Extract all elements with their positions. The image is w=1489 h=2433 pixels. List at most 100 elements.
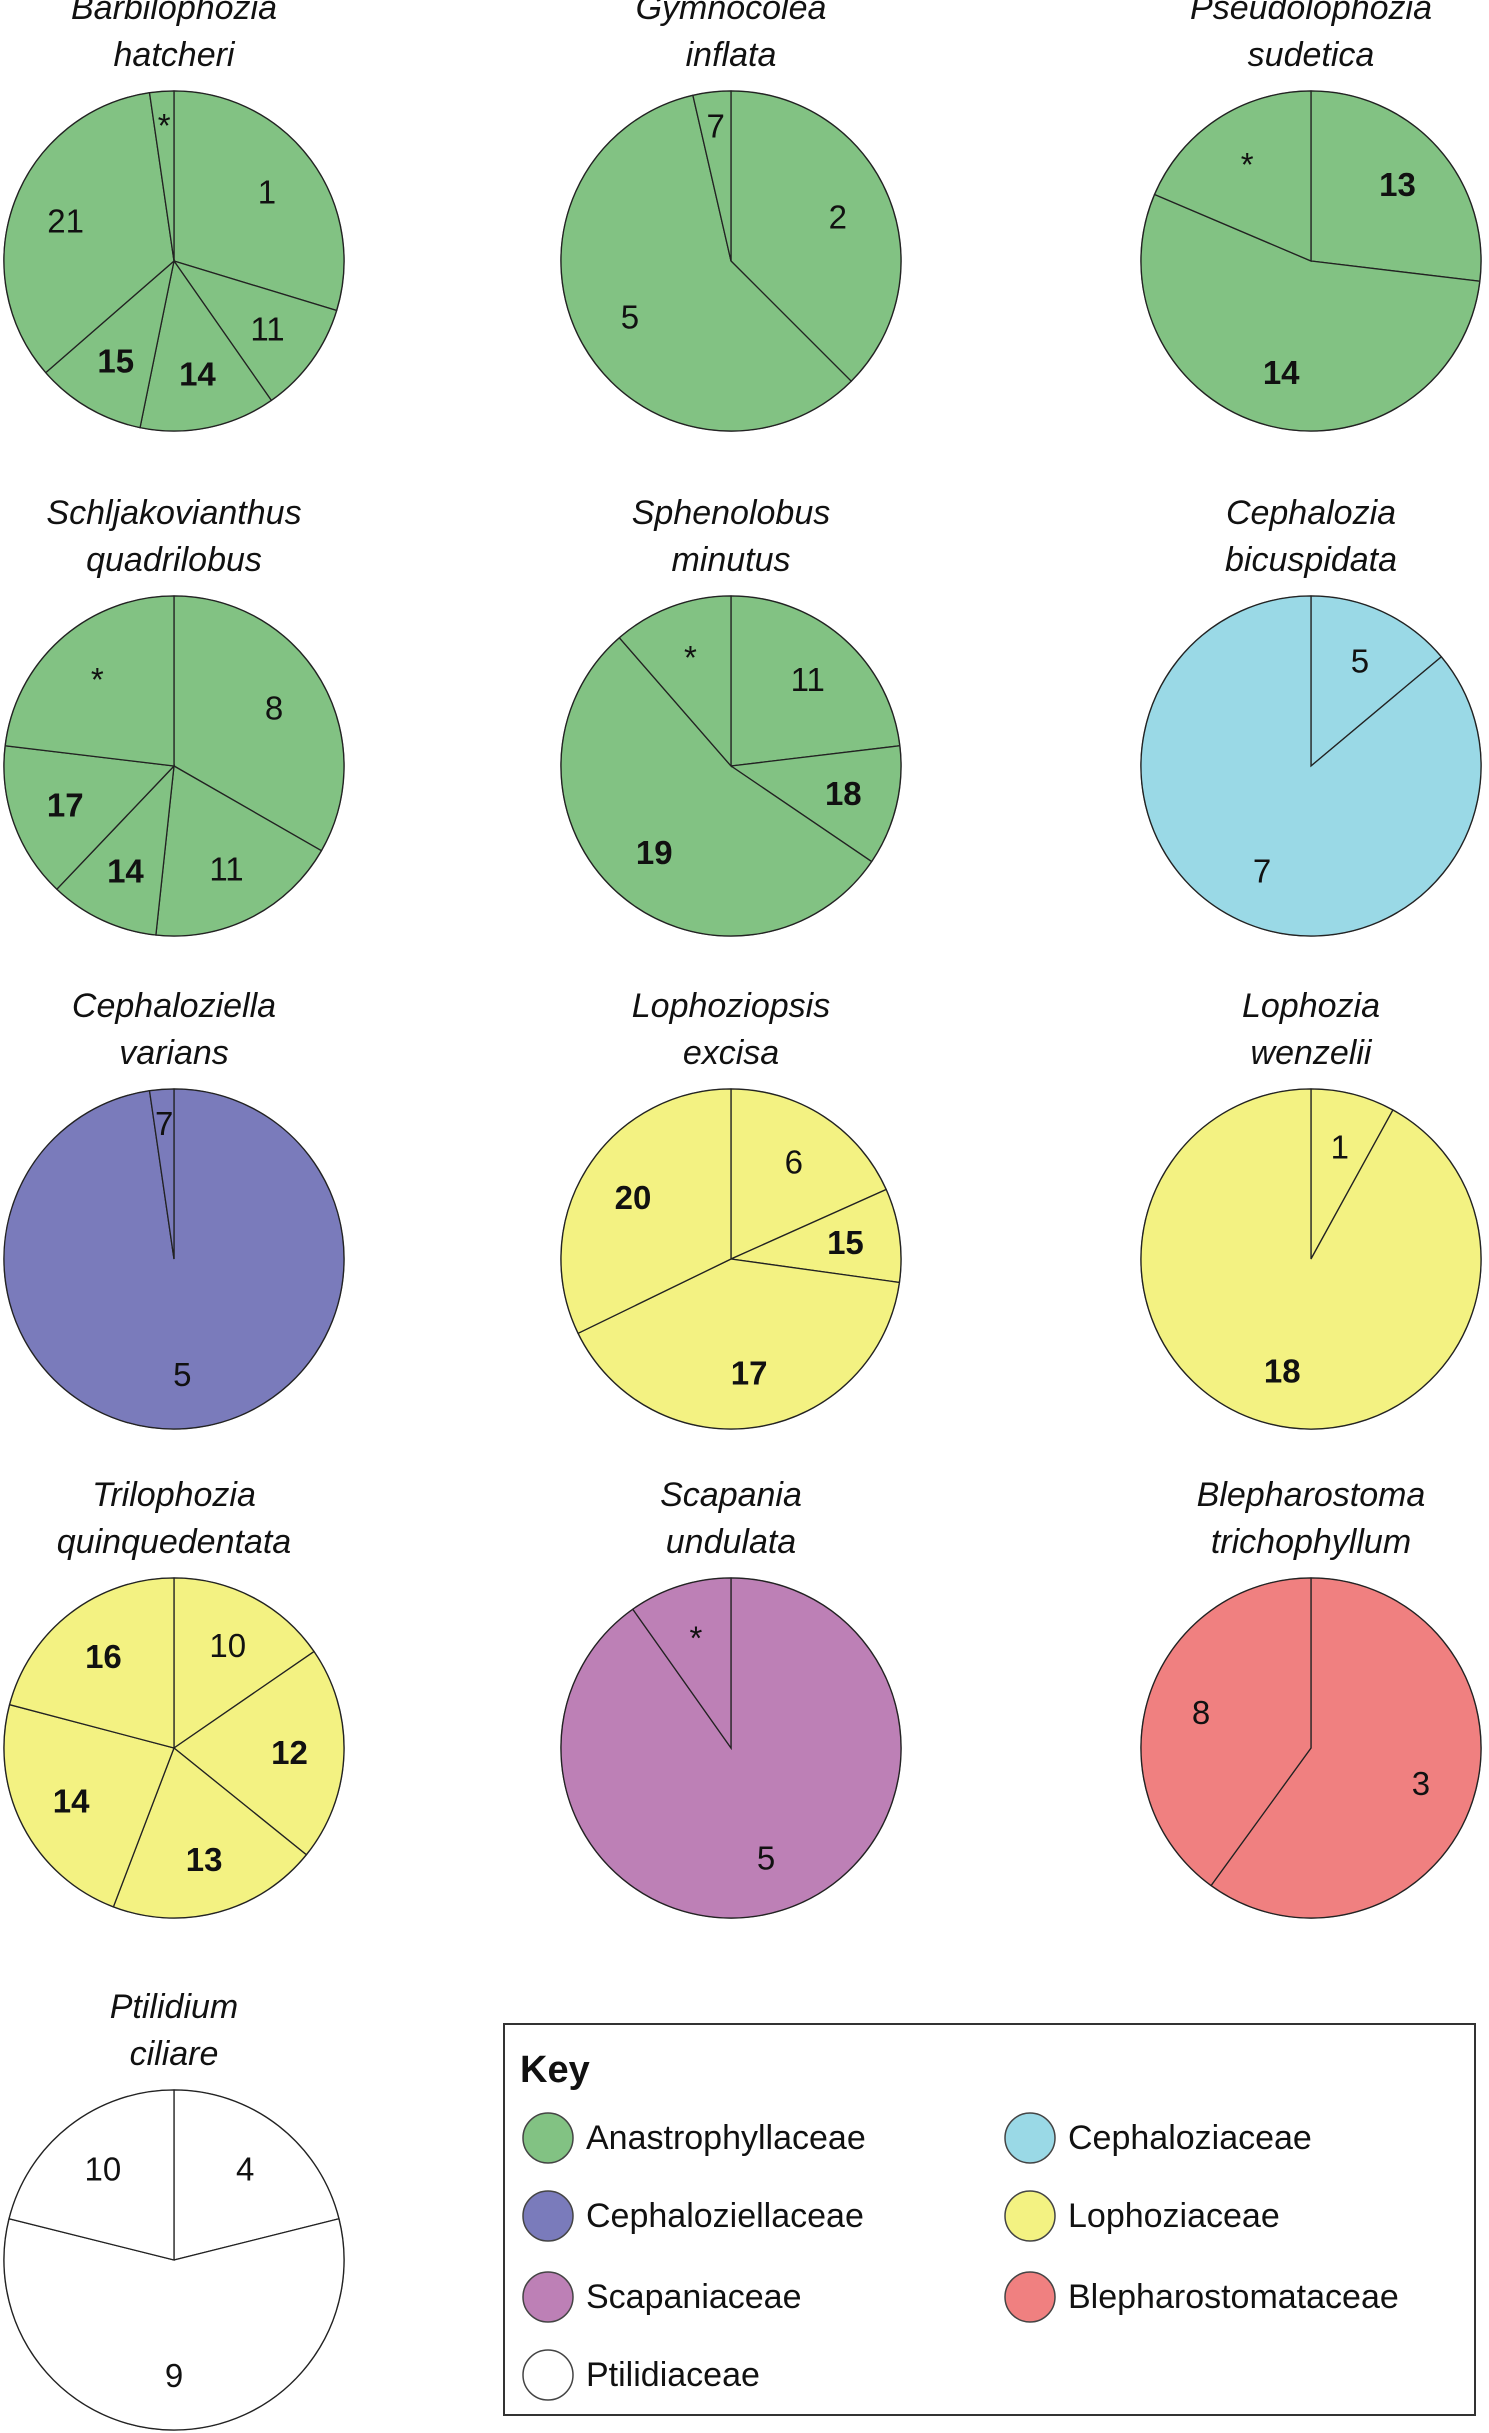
pie-title: Trilophozia xyxy=(92,1476,256,1514)
pie-title: ciliare xyxy=(130,2035,219,2073)
slice-label: 1 xyxy=(1331,1129,1349,1166)
pie-sphenolobus-minutus: Sphenolobus minutus 11 18 19 * xyxy=(560,494,902,937)
pie-title: Sphenolobus xyxy=(632,494,831,532)
slice-label: 18 xyxy=(825,775,862,812)
pie-slice xyxy=(3,2217,345,2431)
slice-label: 17 xyxy=(731,1355,768,1392)
pie-slice xyxy=(1310,90,1482,282)
legend: Key Anastrophyllaceae Cephaloziaceae Cepha… xyxy=(503,2023,1476,2416)
legend-item: Cephaloziellaceae xyxy=(522,2190,864,2242)
pie-title: Lophozia xyxy=(1242,987,1380,1025)
pie-slice xyxy=(173,90,345,312)
pie-slice xyxy=(4,595,175,767)
legend-swatch-icon xyxy=(1004,2112,1056,2164)
slice-label: 5 xyxy=(621,299,639,336)
pie-title: Schljakovianthus xyxy=(46,494,301,532)
pie-scapania-undulata: Scapania undulata 5 * xyxy=(560,1476,902,1919)
legend-swatch-icon xyxy=(1004,2271,1056,2323)
legend-label: Ptilidiaceae xyxy=(586,2356,760,2394)
pie-slice xyxy=(148,90,175,262)
pie-cephaloziella-varians: Cephaloziella varians 5 7 xyxy=(3,987,345,1430)
slice-label: 11 xyxy=(250,310,284,347)
legend-label: Lophoziaceae xyxy=(1068,2197,1280,2235)
pie-slice xyxy=(730,1088,888,1261)
slice-label: 19 xyxy=(636,834,673,871)
pie-schljakovianthus-quadrilobus: Schljakovianthus quadrilobus 8 11 14 17 * xyxy=(3,494,345,937)
pie-cephalozia-bicuspidata: Cephalozia bicuspidata 5 7 xyxy=(1140,494,1482,937)
slice-label: 12 xyxy=(271,1734,308,1771)
pie-title: bicuspidata xyxy=(1225,541,1397,579)
pie-slice xyxy=(1140,595,1482,937)
legend-swatch-icon xyxy=(522,2271,574,2323)
slice-label: 4 xyxy=(236,2150,254,2187)
slice-label: 8 xyxy=(265,690,283,727)
pie-title: sudetica xyxy=(1248,36,1375,74)
pie-slice xyxy=(172,259,338,402)
legend-label: Cephaloziaceae xyxy=(1068,2119,1312,2157)
legend-item: Lophoziaceae xyxy=(1004,2190,1280,2242)
pie-slice xyxy=(55,764,175,936)
pie-title: Barbilophozia xyxy=(71,0,277,27)
slice-label: 14 xyxy=(1263,354,1300,391)
pie-slice xyxy=(1140,1577,1312,1887)
pie-slice xyxy=(560,636,873,937)
slice-label: 18 xyxy=(1264,1352,1301,1389)
pie-slice xyxy=(577,1258,901,1430)
pie-slice xyxy=(172,1650,345,1856)
slice-label: 10 xyxy=(209,1627,246,1664)
pie-slice xyxy=(3,1703,175,1908)
slice-label: 15 xyxy=(97,342,134,379)
legend-label: Cephaloziellaceae xyxy=(586,2197,864,2235)
pie-slice xyxy=(139,259,273,432)
legend-item: Anastrophyllaceae xyxy=(522,2112,866,2164)
pie-slice xyxy=(730,595,901,767)
pie-slice xyxy=(729,745,902,863)
slice-label: * xyxy=(158,107,171,144)
pie-slice xyxy=(631,1577,732,1751)
slice-label: 11 xyxy=(791,661,825,698)
slice-label: 13 xyxy=(1379,166,1416,203)
pie-title: wenzelii xyxy=(1251,1034,1373,1072)
slice-label: * xyxy=(684,639,697,676)
pie-slice xyxy=(618,595,732,768)
pie-title: minutus xyxy=(671,541,790,579)
slice-label: * xyxy=(91,661,104,698)
pie-slice xyxy=(692,90,732,262)
slice-label: 15 xyxy=(827,1224,864,1261)
pie-slice xyxy=(173,1577,315,1750)
pie-grid: Barbilophoziahatcheri111141521*Gymnocole… xyxy=(3,0,1482,2431)
pie-title: Scapania xyxy=(660,1476,802,1514)
slice-label: * xyxy=(690,1619,703,1656)
pie-slice xyxy=(3,92,175,374)
pie-title: excisa xyxy=(683,1034,779,1072)
pie-title: inflata xyxy=(686,36,777,74)
pie-title: Cephaloziella xyxy=(72,987,276,1025)
legend-item: Cephaloziaceae xyxy=(1004,2112,1312,2164)
pie-slice xyxy=(3,745,176,891)
pie-trilophozia-quinquedentata: Trilophozia quinquedentata 10 12 13 14 16 xyxy=(3,1476,345,1919)
slice-label: 7 xyxy=(155,1105,173,1142)
legend-title: Key xyxy=(520,2049,590,2091)
pie-slice xyxy=(1140,1088,1482,1430)
pie-title: Ptilidium xyxy=(110,1988,238,2026)
slice-label: 7 xyxy=(706,107,724,144)
pie-slice xyxy=(8,2089,175,2261)
slice-label: 5 xyxy=(1351,643,1369,680)
pie-title: Gymnocolea xyxy=(636,0,827,27)
pie-slice xyxy=(560,94,853,432)
pie-title: Lophoziopsis xyxy=(632,987,830,1025)
slice-label: 20 xyxy=(615,1179,652,1216)
slice-label: 8 xyxy=(1192,1694,1210,1731)
pie-slice xyxy=(112,1746,308,1919)
pie-title: quadrilobus xyxy=(86,541,262,579)
slice-label: 17 xyxy=(47,787,84,824)
legend-label: Scapaniaceae xyxy=(586,2278,802,2316)
pie-slice xyxy=(155,764,323,937)
pie-slice xyxy=(173,595,345,852)
legend-swatch-icon xyxy=(1004,2190,1056,2242)
legend-swatch-icon xyxy=(522,2349,574,2401)
slice-label: 7 xyxy=(1253,852,1271,889)
legend-item: Blepharostomataceae xyxy=(1004,2271,1399,2323)
slice-label: 14 xyxy=(179,356,216,393)
